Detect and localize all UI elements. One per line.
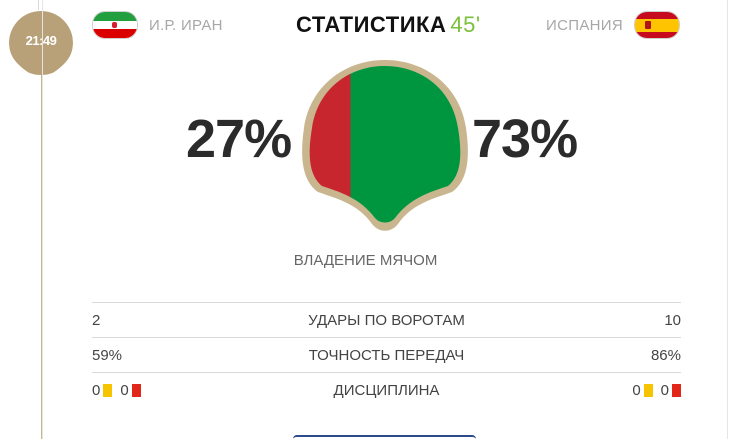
spain-flag-icon: [635, 12, 679, 38]
away-stat-value: 10: [664, 311, 681, 329]
stat-name: ДИСЦИПЛИНА: [333, 381, 440, 399]
red-card-icon: [131, 383, 141, 397]
home-stat-value: 2: [92, 311, 101, 329]
red-card-icon: [672, 383, 681, 397]
home-team-name: И.Р. ИРАН: [149, 16, 223, 34]
stat-row-discipline: 0 0 ДИСЦИПЛИНА 0 0: [92, 372, 681, 407]
title-text: СТАТИСТИКА: [296, 12, 447, 37]
away-yellow-count: 0: [632, 381, 641, 399]
time-badge: 21:49: [9, 11, 73, 75]
frame-edge: [38, 0, 43, 10]
home-team: И.Р. ИРАН: [93, 12, 223, 38]
away-team: ИСПАНИЯ: [546, 12, 679, 38]
possession-ball-icon: [302, 60, 468, 231]
home-discipline: 0 0: [92, 382, 141, 399]
timeline-line: [41, 60, 42, 439]
away-stat-value: 86%: [650, 346, 681, 364]
stat-row-shots: 2 УДАРЫ ПО ВОРОТАМ 10: [92, 302, 681, 337]
stat-row-pass-accuracy: 59% ТОЧНОСТЬ ПЕРЕДАЧ 86%: [92, 337, 681, 372]
away-possession-value: 73%: [472, 109, 578, 169]
stats-table: 2 УДАРЫ ПО ВОРОТАМ 10 59% ТОЧНОСТЬ ПЕРЕД…: [92, 302, 681, 407]
away-red-count: 0: [660, 381, 669, 399]
home-possession-value: 27%: [186, 109, 292, 169]
match-minute: 45': [450, 12, 481, 37]
stats-card: [42, 0, 728, 439]
more-stats-button[interactable]: [293, 435, 476, 443]
away-team-name: ИСПАНИЯ: [546, 16, 623, 34]
away-discipline: 0 0: [632, 382, 681, 399]
home-yellow-count: 0: [92, 381, 101, 399]
iran-flag-icon: [93, 12, 137, 38]
home-stat-value: 59%: [92, 346, 123, 364]
stat-name: ТОЧНОСТЬ ПЕРЕДАЧ: [308, 346, 465, 364]
home-red-count: 0: [120, 381, 129, 399]
page-title: СТАТИСТИКА 45': [296, 12, 481, 38]
yellow-card-icon: [643, 383, 653, 397]
stat-name: УДАРЫ ПО ВОРОТАМ: [308, 311, 465, 329]
yellow-card-icon: [103, 383, 113, 397]
possession-label: ВЛАДЕНИЕ МЯЧОМ: [293, 252, 438, 269]
